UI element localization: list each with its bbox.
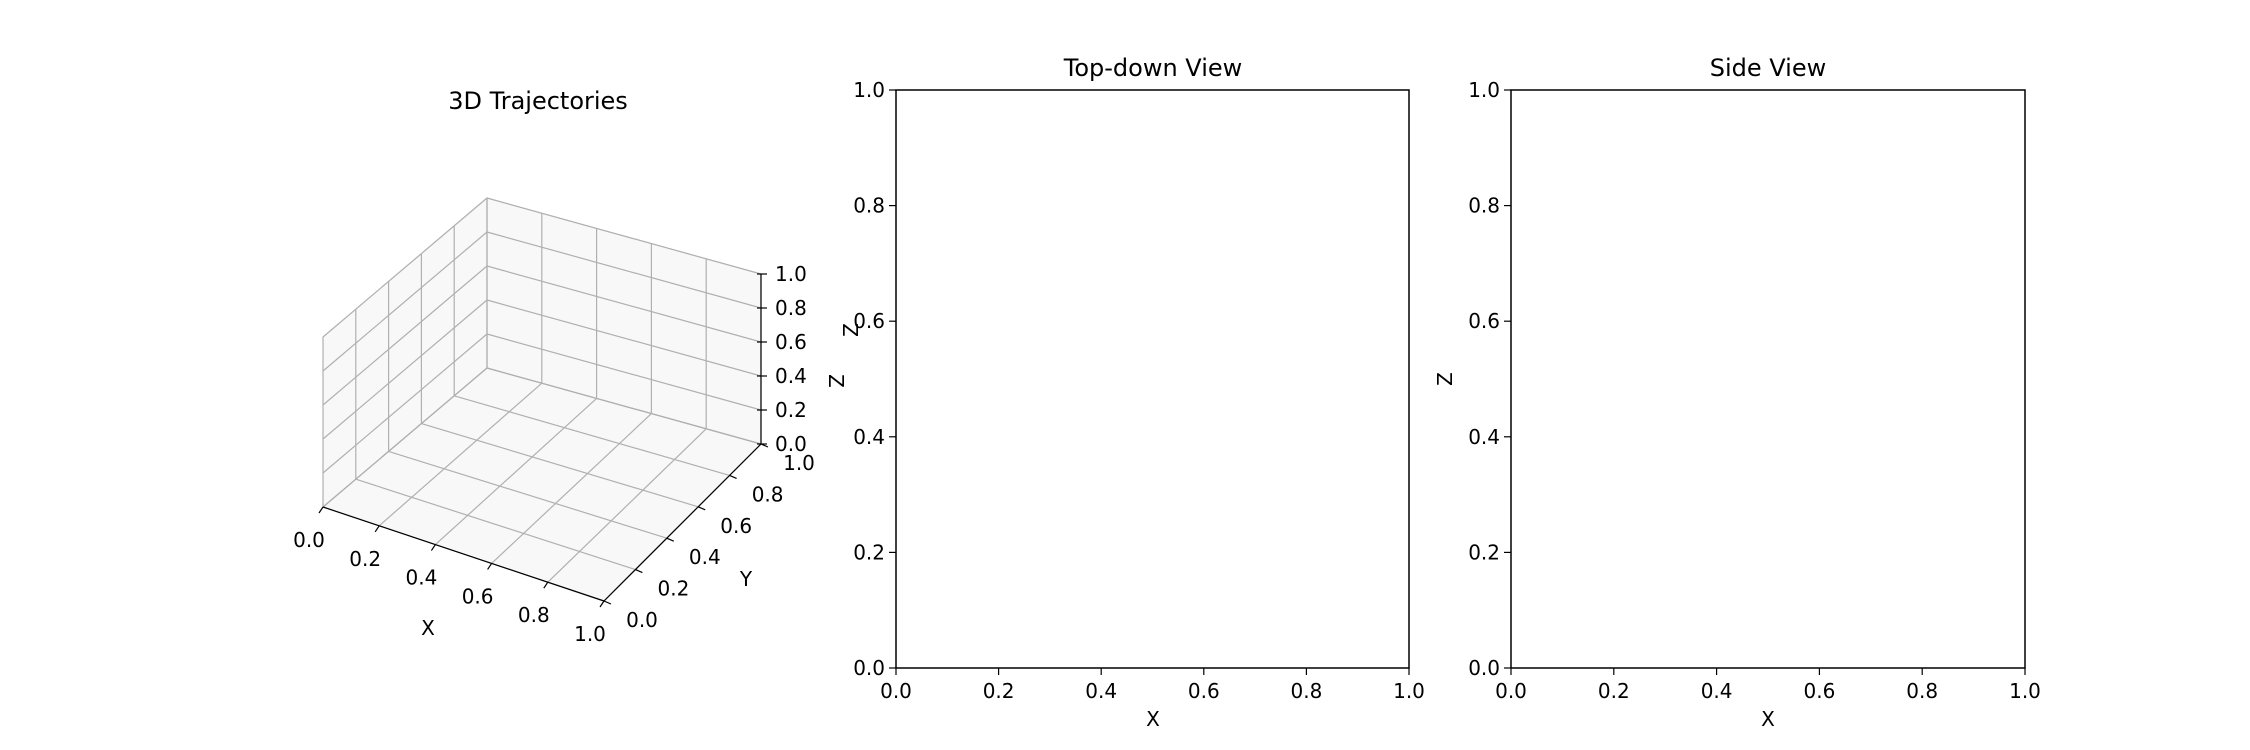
y-tick-mark-3d <box>666 537 675 542</box>
x-tick-label-top-down: 0.6 <box>1188 679 1220 703</box>
x-tick-label-side-view: 0.8 <box>1906 679 1938 703</box>
y-tick-mark-3d <box>635 569 643 574</box>
y-tick-label-top-down: 0.6 <box>853 309 885 333</box>
x-tick-label-top-down: 0.0 <box>880 679 912 703</box>
gridline-x-floor <box>491 413 652 564</box>
y-axis-label-side-view: Z <box>1433 372 1457 386</box>
y-axis-label-3d: Y <box>739 567 753 591</box>
x-axis-label-top-down: X <box>1146 707 1160 731</box>
x-tick-mark-3d <box>543 581 549 589</box>
z-tick-label-3d: 0.0 <box>775 432 807 456</box>
z-tick-label-3d: 0.6 <box>775 330 807 354</box>
z-tick-label-3d: 0.2 <box>775 398 807 422</box>
plot-area-side-view <box>1510 89 2026 669</box>
gridline-x-floor <box>434 397 598 546</box>
gridline-z-left <box>322 197 488 338</box>
x-tick-label-3d: 0.4 <box>405 566 437 590</box>
x-tick-mark-3d <box>374 525 380 533</box>
gridline-y-floor <box>486 367 762 445</box>
y-axis-label-top-down: Z <box>839 323 863 337</box>
gridline-z-back <box>486 333 762 411</box>
x-axis-line-3d <box>322 506 605 602</box>
y-tick-label-side-view: 0.8 <box>1468 194 1500 218</box>
x-tick-label-3d: 1.0 <box>574 622 606 646</box>
gridline-z-back <box>486 265 762 343</box>
y-tick-label-side-view: 1.0 <box>1468 78 1500 102</box>
gridline-x-floor <box>378 382 543 527</box>
x-tick-mark-3d <box>599 600 605 608</box>
y-tick-label-top-down: 0.4 <box>853 425 885 449</box>
y-tick-label-side-view: 0.2 <box>1468 540 1500 564</box>
y-tick-label-3d: 1.0 <box>783 451 815 475</box>
panel-side-view: Side View 0.0 0.2 0.4 0.6 0.8 1.0 0.0 0.2 0.4 0.6… <box>1433 54 2041 731</box>
gridline-y-floor <box>355 478 636 571</box>
y-tick-label-3d: 0.8 <box>752 482 784 506</box>
panel-3d-trajectories: 3D Trajectories 0.00.20.40.60.81.00.00.2… <box>293 87 848 646</box>
y-tick-label-3d: 0.2 <box>657 577 689 601</box>
3d-gridlines <box>322 197 762 602</box>
gridline-z-left <box>322 265 488 406</box>
gridline-z-back <box>486 231 762 309</box>
y-tick-label-top-down: 0.2 <box>853 540 885 564</box>
y-tick-mark-3d <box>603 600 612 605</box>
y-tick-label-side-view: 0.0 <box>1468 656 1500 680</box>
x-axis-label-side-view: X <box>1761 707 1775 731</box>
x-tick-label-top-down: 0.4 <box>1085 679 1117 703</box>
y-tick-label-top-down: 1.0 <box>853 78 885 102</box>
gridline-y-floor <box>421 423 699 508</box>
z-axis-label-3d: Z <box>824 374 848 388</box>
y-tick-label-top-down: 0.0 <box>853 656 885 680</box>
gridline-y-floor <box>454 395 730 476</box>
ticks-side-view: 0.0 0.2 0.4 0.6 0.8 1.0 0.0 0.2 0.4 0.6 0.8 1.0 <box>1468 78 2041 703</box>
y-tick-mark-3d <box>697 506 706 511</box>
z-tick-label-3d: 1.0 <box>775 262 807 286</box>
gridline-z-back <box>486 299 762 377</box>
y-tick-label-side-view: 0.6 <box>1468 309 1500 333</box>
x-tick-mark-3d <box>430 544 436 551</box>
z-tick-label-3d: 0.4 <box>775 364 807 388</box>
chart-title-side-view: Side View <box>1710 54 1826 82</box>
x-tick-mark-3d <box>487 563 493 570</box>
gridline-z-left <box>322 299 488 440</box>
gridline-z-left <box>322 333 488 474</box>
chart-title-top-down: Top-down View <box>1063 54 1243 82</box>
x-tick-label-3d: 0.2 <box>349 547 381 571</box>
gridline-x-floor <box>547 428 707 583</box>
y-tick-label-side-view: 0.4 <box>1468 425 1500 449</box>
y-tick-mark-3d <box>729 474 737 479</box>
y-tick-label-top-down: 0.8 <box>853 194 885 218</box>
ticks-top-down: 0.0 0.2 0.4 0.6 0.8 1.0 0.0 0.2 0.4 0.6 0.8 1.0 <box>853 78 1425 703</box>
x-axis-label-3d: X <box>421 616 435 640</box>
x-tick-label-3d: 0.6 <box>462 584 494 608</box>
x-tick-mark-3d <box>318 506 324 514</box>
panel-top-down-view: Top-down View 0.0 0.2 0.4 0.6 0.8 1.00.00.20.… <box>839 54 1425 731</box>
y-axis-line-3d <box>603 443 762 602</box>
x-tick-label-top-down: 0.8 <box>1290 679 1322 703</box>
y-tick-label-3d: 0.4 <box>689 545 721 569</box>
x-tick-label-side-view: 0.0 <box>1495 679 1527 703</box>
x-tick-label-side-view: 0.4 <box>1701 679 1733 703</box>
x-tick-label-top-down: 1.0 <box>1393 679 1425 703</box>
chart-title-3d: 3D Trajectories <box>448 87 628 115</box>
x-tick-label-3d: 0.0 <box>293 528 325 552</box>
plot-area-top-down <box>895 89 1410 669</box>
x-tick-label-side-view: 0.2 <box>1598 679 1630 703</box>
x-tick-label-side-view: 0.6 <box>1803 679 1835 703</box>
gridline-y-floor <box>388 450 667 539</box>
gridline-z-left <box>322 367 488 508</box>
x-tick-label-3d: 0.8 <box>518 603 550 627</box>
x-tick-label-top-down: 0.2 <box>983 679 1015 703</box>
z-tick-label-3d: 0.8 <box>775 296 807 320</box>
3d-tick-labels: 0.00.20.40.60.81.00.00.20.40.60.81.00.00… <box>293 262 815 646</box>
gridline-z-back <box>486 197 762 275</box>
gridline-z-left <box>322 231 488 372</box>
y-tick-label-3d: 0.6 <box>720 514 752 538</box>
3d-axes <box>318 273 769 608</box>
x-tick-label-side-view: 1.0 <box>2009 679 2041 703</box>
y-tick-label-3d: 0.0 <box>626 608 658 632</box>
